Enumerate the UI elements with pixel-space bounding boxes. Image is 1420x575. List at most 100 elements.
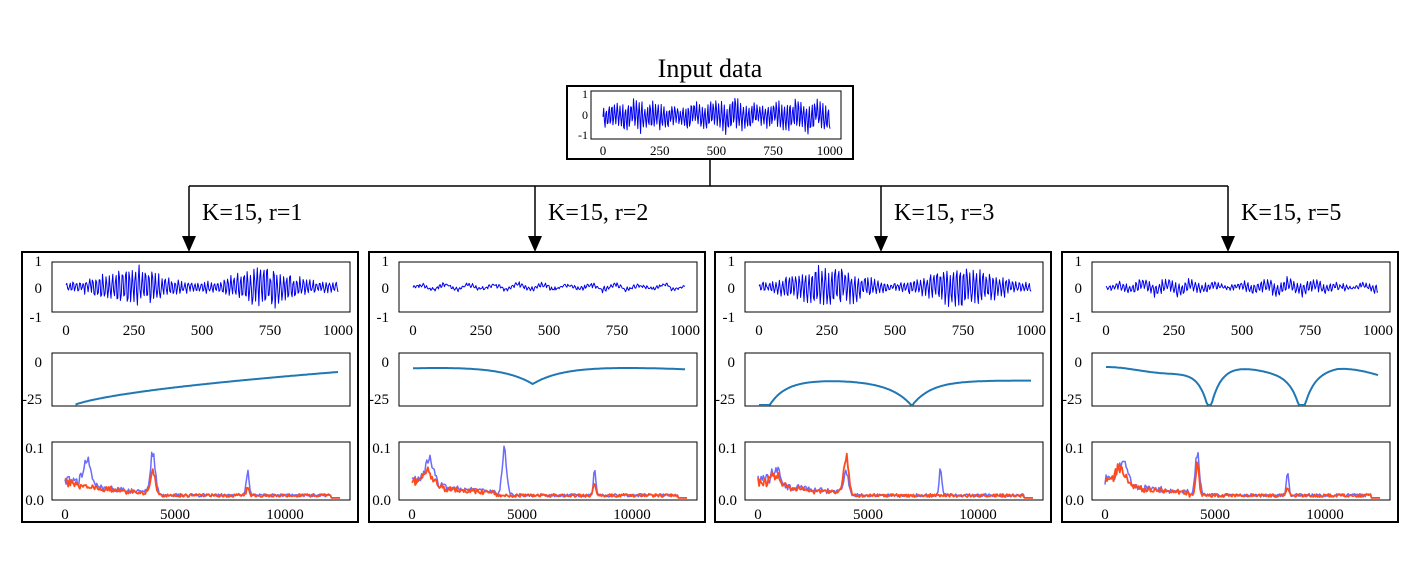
response-curve [75,371,339,406]
branch-frame [714,251,1052,523]
signal-y-tick-0: 1 [35,254,43,270]
spectrum-y-tick-0: 0.1 [372,441,391,457]
signal-x-tick-2: 500 [538,323,561,339]
spectrum-x-tick-1: 5000 [160,507,190,523]
input-signal-line [602,97,831,135]
response-curve [1106,366,1379,406]
branch-panels: K=15, r=110-10 250 500 750 10000-250.10.00 50… [21,200,1399,523]
input-y-tick-2: -1 [578,128,588,142]
spectrum-x-tick-1: 5000 [1200,507,1230,523]
input-x-tick-2: 500 [707,143,727,158]
spectrum-input-line [64,451,340,499]
signal-x-tick-1: 250 [816,323,839,339]
filtered-signal-line [758,264,1032,307]
input-x-tick-0: 0 [600,143,607,158]
response-y-tick-1: -25 [715,392,735,408]
signal-y-tick-1: 0 [35,281,43,297]
response-y-tick-1: -25 [22,392,42,408]
filtered-signal-line [1105,276,1379,298]
spectrum-output-line [411,466,687,499]
spectrum-input-line [411,445,687,499]
spectrum-x-tick-0: 0 [61,507,69,523]
spectrum-y-tick-1: 0.0 [25,493,44,509]
branch-label: K=15, r=3 [894,200,994,226]
signal-x-tick-4: 1000 [1016,323,1046,339]
spectrum-plot-area [51,441,351,501]
spectrum-input-line [757,466,1033,499]
signal-x-tick-1: 250 [123,323,146,339]
signal-x-tick-0: 0 [1102,323,1110,339]
signal-x-tick-0: 0 [409,323,417,339]
branch-panel-2: K=15, r=310-10 250 500 750 10000-250.10.00 50… [714,200,1052,523]
spectrum-y-tick-0: 0.1 [718,441,737,457]
response-y-tick-1: -25 [1062,392,1082,408]
spectrum-y-tick-1: 0.0 [372,493,391,509]
spectrum-y-tick-1: 0.0 [1065,493,1084,509]
signal-y-tick-0: 1 [382,254,390,270]
signal-x-tick-3: 750 [952,323,975,339]
spectrum-x-tick-1: 5000 [853,507,883,523]
signal-y-tick-1: 0 [1075,281,1083,297]
response-y-tick-1: -25 [369,392,389,408]
spectrum-output-line [1104,461,1380,499]
response-y-tick-0: 0 [728,355,736,371]
branch-label: K=15, r=1 [202,200,302,226]
input-data-panel: 1 0 -1 0 250 500 750 1000 [566,85,854,160]
filtered-signal-line [412,281,686,294]
input-y-tick-1: 0 [582,108,588,122]
branch-arrow-0 [182,236,196,252]
signal-x-tick-0: 0 [755,323,763,339]
branch-panel-3: K=15, r=510-10 250 500 750 10000-250.10.00 50… [1061,200,1399,523]
response-plot-area [398,352,698,407]
signal-plot-area [51,261,351,313]
branch-arrow-2 [874,236,888,252]
branch-arrow-3 [1221,236,1235,252]
signal-y-tick-0: 1 [1075,254,1083,270]
input-x-tick-3: 750 [763,143,783,158]
signal-x-tick-2: 500 [884,323,907,339]
signal-x-tick-4: 1000 [670,323,700,339]
response-y-tick-0: 0 [35,355,43,371]
response-y-tick-0: 0 [382,355,390,371]
branch-label: K=15, r=5 [1241,200,1341,226]
branch-label: K=15, r=2 [548,200,648,226]
branch-frame [1061,251,1399,523]
signal-x-tick-3: 750 [606,323,629,339]
response-plot-area [744,352,1044,407]
signal-x-tick-1: 250 [470,323,493,339]
spectrum-plot-area [744,441,1044,501]
signal-x-tick-4: 1000 [1363,323,1393,339]
signal-y-tick-2: -1 [377,310,390,326]
signal-plot-area [398,261,698,313]
spectrum-output-line [64,468,340,499]
spectrum-x-tick-2: 10000 [959,507,997,523]
input-y-tick-0: 1 [582,87,588,101]
signal-x-tick-3: 750 [259,323,282,339]
signal-y-tick-2: -1 [1070,310,1083,326]
branch-frame [21,251,359,523]
spectrum-x-tick-0: 0 [754,507,762,523]
signal-x-tick-0: 0 [62,323,70,339]
spectrum-plot-area [1091,441,1391,501]
response-curve [759,379,1031,406]
spectrum-y-tick-1: 0.0 [718,493,737,509]
signal-plot-area [1091,261,1391,313]
branch-connectors [182,159,1235,252]
spectrum-x-tick-2: 10000 [266,507,304,523]
spectrum-x-tick-1: 5000 [507,507,537,523]
signal-x-tick-4: 1000 [323,323,353,339]
response-curve [413,367,686,385]
signal-y-tick-1: 0 [728,281,736,297]
branch-panel-1: K=15, r=210-10 250 500 750 10000-250.10.00 50… [368,200,706,523]
filtered-signal-line [65,264,339,309]
spectrum-x-tick-2: 10000 [1306,507,1344,523]
spectrum-x-tick-2: 10000 [613,507,651,523]
signal-x-tick-2: 500 [1231,323,1254,339]
input-x-tick-1: 250 [650,143,670,158]
branch-frame [368,251,706,523]
diagram-title: Input data [658,54,763,83]
input-plot-area [590,90,842,140]
signal-y-tick-2: -1 [30,310,43,326]
input-x-tick-4: 1000 [817,143,843,158]
